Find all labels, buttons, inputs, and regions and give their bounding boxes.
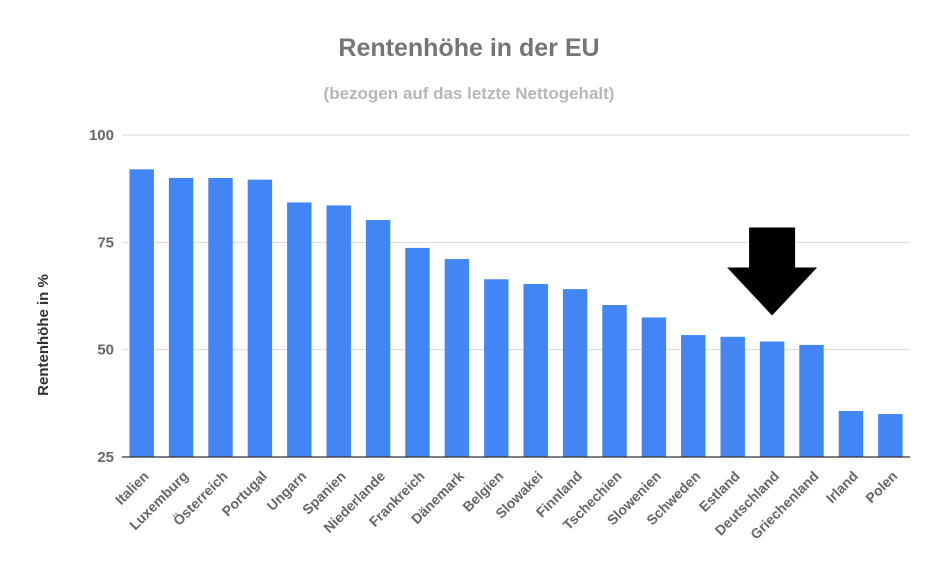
x-axis-ticks: ItalienLuxemburgÖsterreichPortugalUngarn…: [112, 468, 901, 543]
y-axis-label: Rentenhöhe in %: [35, 274, 52, 396]
bar-frankreich: [405, 247, 430, 457]
bar-estland: [720, 336, 745, 457]
bar-slowakei: [523, 283, 548, 457]
bar-finnland: [562, 289, 588, 457]
y-tick-label: 75: [97, 234, 114, 251]
bar-irland: [838, 411, 864, 457]
bar-polen: [878, 414, 903, 457]
bar-portugal: [247, 179, 273, 457]
bar-deutschland: [759, 341, 785, 457]
arrow-down-icon: [727, 227, 818, 316]
x-tick-label: Polen: [862, 468, 900, 506]
y-axis-ticks: 25 50 75 100: [89, 127, 114, 466]
bar-österreich: [208, 177, 233, 457]
bar-ungarn: [287, 202, 312, 457]
y-tick-label: 50: [97, 342, 114, 359]
bar-spanien: [326, 205, 351, 457]
bar-dänemark: [444, 259, 470, 457]
bars: [129, 169, 903, 457]
bar-belgien: [484, 279, 509, 457]
bar-griechenland: [799, 344, 824, 457]
bar-slowenien: [641, 317, 667, 457]
bar-tschechien: [602, 305, 627, 457]
chart-subtitle: (bezogen auf das letzte Nettogehalt): [324, 84, 615, 103]
x-tick-label: Irland: [823, 468, 861, 506]
bar-schweden: [681, 335, 706, 457]
chart-title: Rentenhöhe in der EU: [338, 34, 599, 62]
bar-luxemburg: [168, 177, 194, 457]
annotations: [727, 227, 818, 316]
bar-niederlande: [365, 220, 391, 457]
y-tick-label: 25: [97, 449, 114, 466]
bar-italien: [129, 169, 154, 457]
y-tick-label: 100: [89, 127, 114, 144]
x-tick-label: Griechenland: [747, 468, 822, 543]
